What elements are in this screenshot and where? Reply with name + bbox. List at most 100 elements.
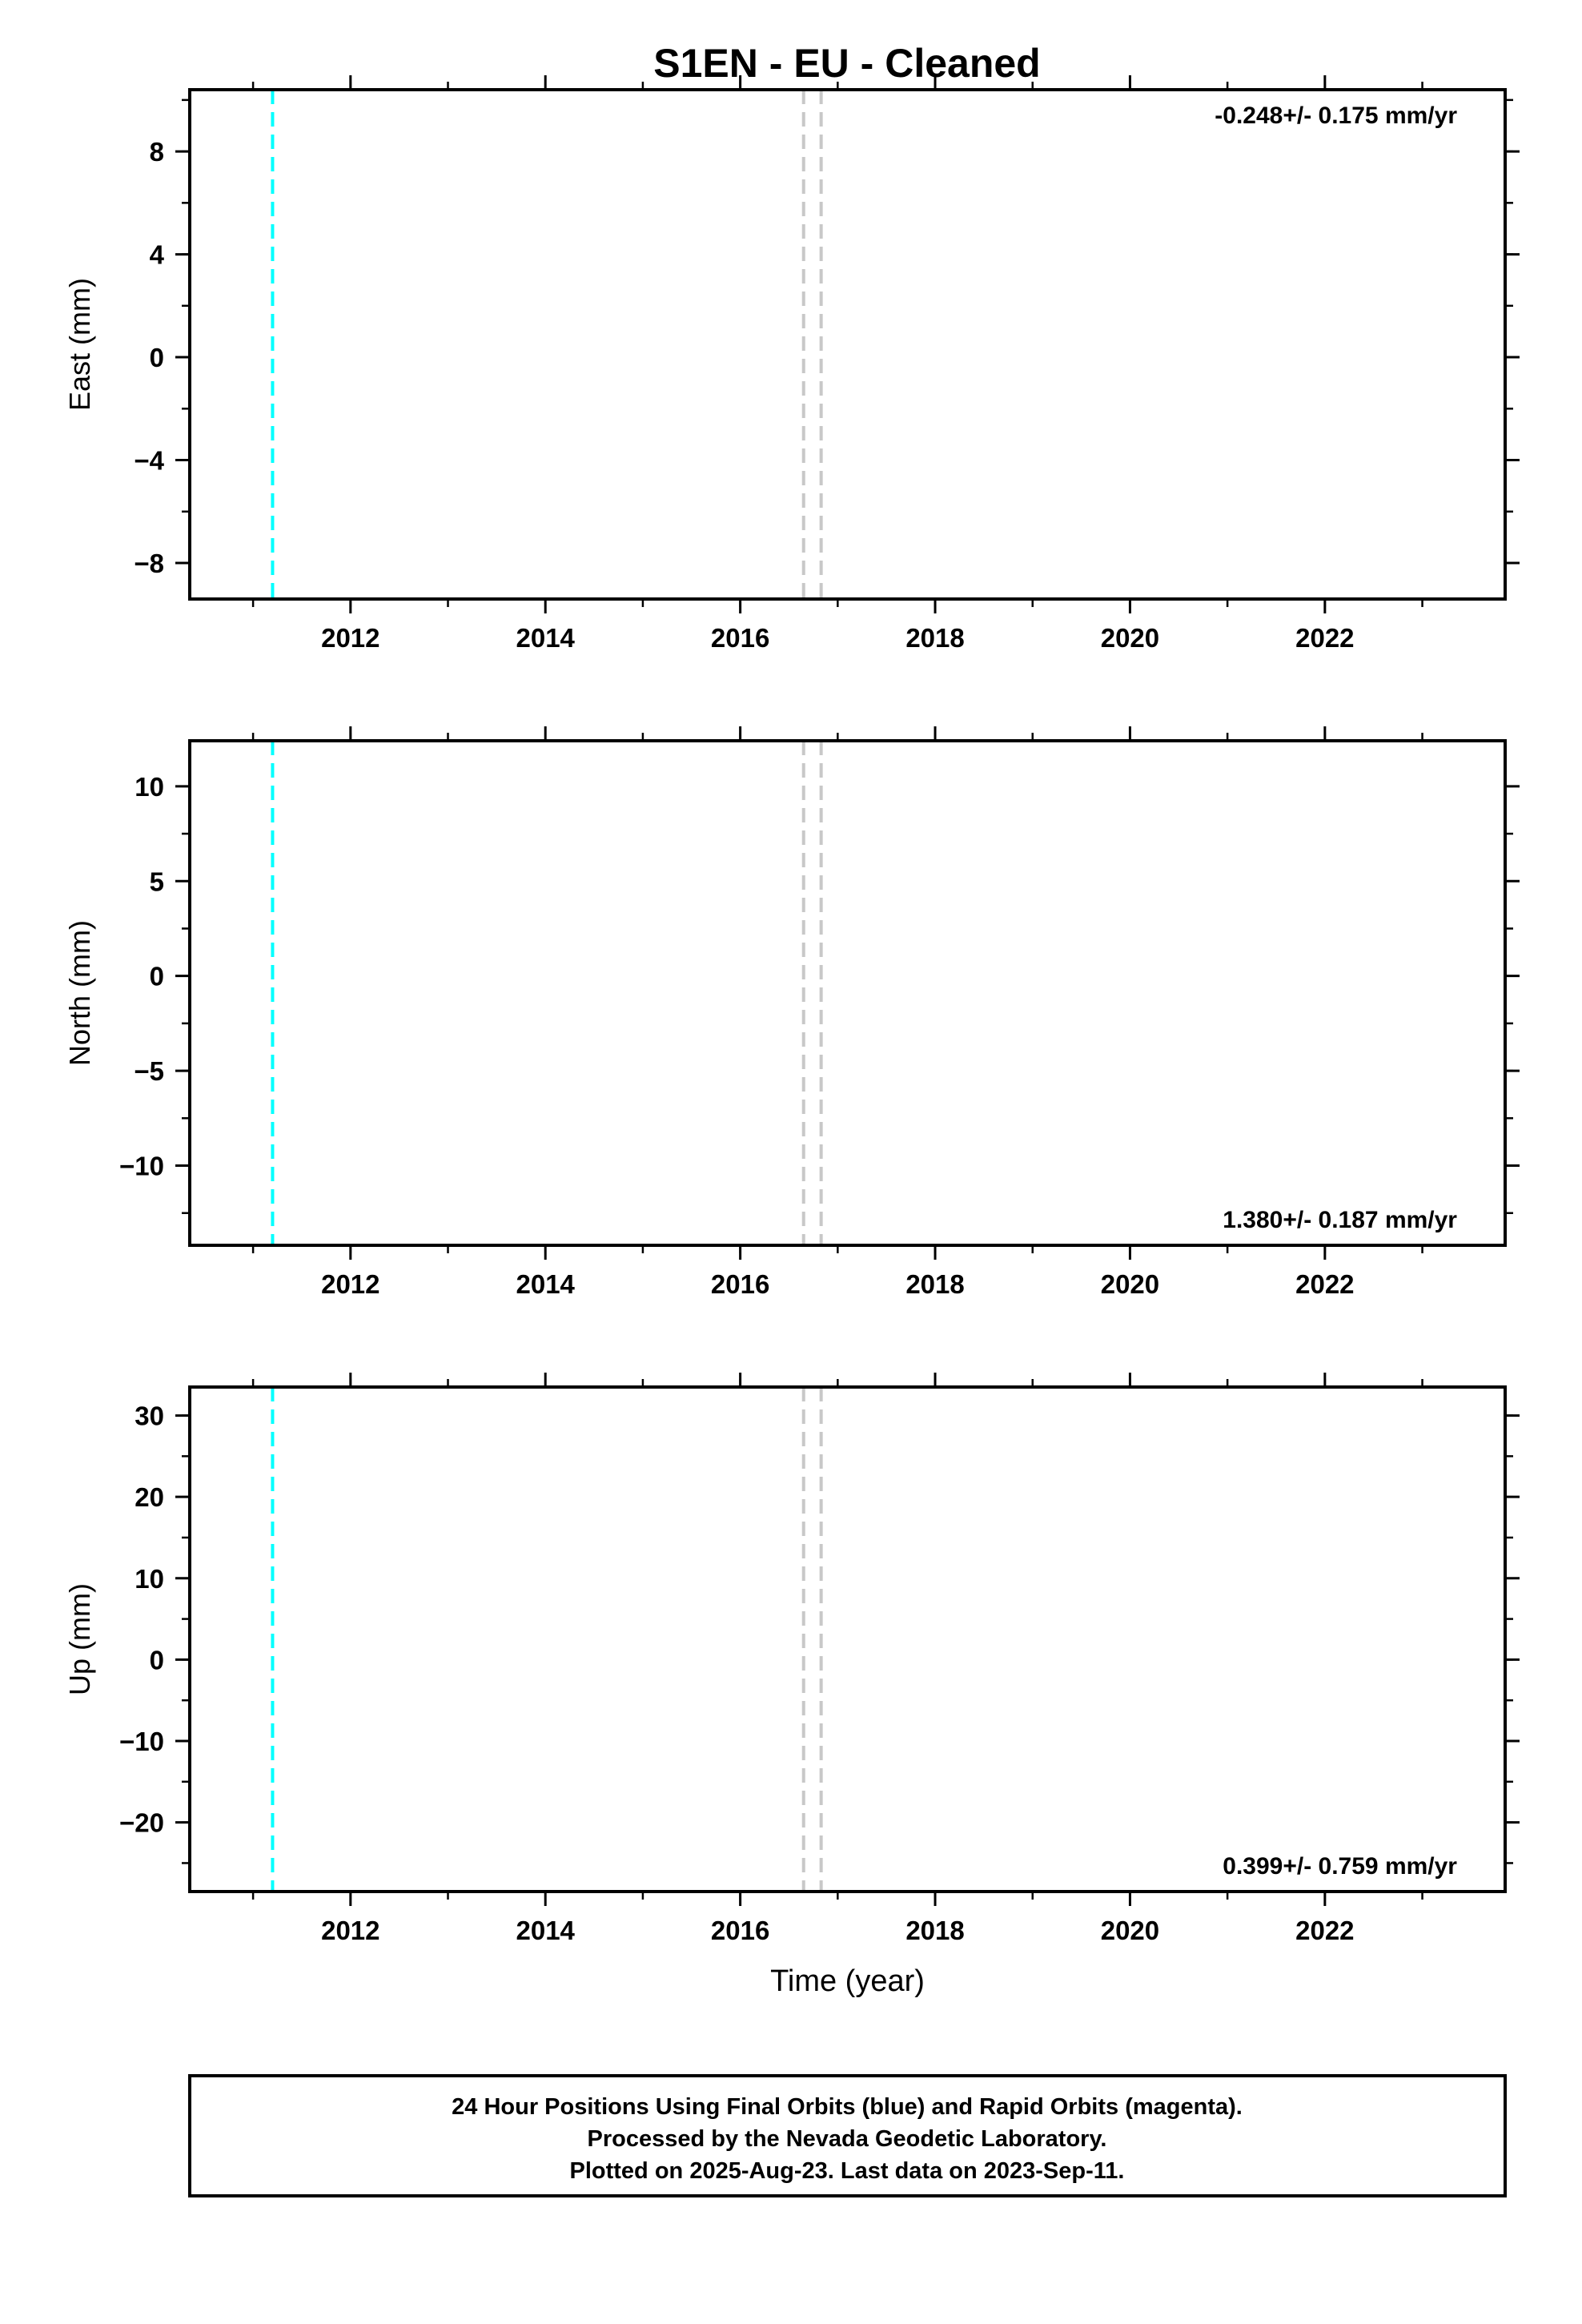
data-point — [0, 0, 5, 5]
data-point — [0, 0, 5, 5]
data-point — [0, 0, 5, 5]
data-point — [0, 0, 5, 5]
data-point — [0, 0, 5, 5]
data-point — [0, 0, 5, 5]
data-point — [0, 0, 5, 5]
data-point — [0, 0, 5, 5]
data-point — [0, 0, 5, 5]
data-point — [0, 0, 5, 5]
data-point — [0, 0, 5, 5]
data-point — [0, 0, 5, 5]
data-point — [0, 0, 5, 5]
data-point — [0, 0, 5, 5]
data-point — [0, 0, 5, 5]
data-point — [0, 0, 5, 5]
data-point — [0, 0, 5, 5]
data-point — [0, 0, 5, 5]
data-point — [0, 0, 5, 5]
data-point — [0, 0, 5, 5]
data-point — [0, 0, 5, 5]
data-point — [0, 0, 5, 5]
data-point — [0, 0, 5, 5]
data-point — [0, 0, 5, 5]
data-point — [0, 0, 5, 5]
data-point — [0, 0, 5, 5]
data-point — [0, 0, 5, 5]
data-point — [0, 0, 5, 5]
data-point — [0, 0, 5, 5]
data-point — [0, 0, 5, 5]
y-axis-label: East (mm) — [63, 278, 96, 411]
data-point — [0, 0, 5, 5]
data-point — [0, 0, 5, 5]
data-point — [0, 0, 5, 5]
data-point — [0, 0, 5, 5]
data-point — [0, 0, 5, 5]
data-point — [0, 0, 5, 5]
data-point — [0, 0, 5, 5]
data-point — [0, 0, 5, 5]
data-point — [0, 0, 5, 5]
data-point — [0, 0, 5, 5]
data-point — [0, 0, 5, 5]
data-point — [0, 0, 5, 5]
data-point — [0, 0, 5, 5]
data-point — [0, 0, 5, 5]
data-point — [0, 0, 5, 5]
data-point — [0, 0, 5, 5]
data-point — [0, 0, 5, 5]
data-point — [0, 0, 5, 5]
data-point — [0, 0, 5, 5]
data-point — [0, 0, 5, 5]
data-point — [0, 0, 5, 5]
data-point — [0, 0, 5, 5]
data-point — [0, 0, 5, 5]
data-point — [0, 0, 5, 5]
data-point — [0, 0, 5, 5]
data-point — [0, 0, 5, 5]
data-point — [0, 0, 5, 5]
data-point — [0, 0, 5, 5]
data-point — [0, 0, 5, 5]
data-point — [0, 0, 5, 5]
data-point — [0, 0, 5, 5]
data-point — [0, 0, 5, 5]
data-point — [0, 0, 5, 5]
data-point — [0, 0, 5, 5]
data-point — [0, 0, 5, 5]
data-point — [0, 0, 5, 5]
data-point — [0, 0, 5, 5]
data-point — [0, 0, 5, 5]
data-point — [0, 0, 5, 5]
data-point — [0, 0, 5, 5]
data-point — [0, 0, 5, 5]
data-point — [0, 0, 5, 5]
data-point — [0, 0, 5, 5]
data-point — [0, 0, 5, 5]
data-point — [0, 0, 5, 5]
data-point — [0, 0, 5, 5]
data-point — [0, 0, 5, 5]
data-point — [0, 0, 5, 5]
data-point — [0, 0, 5, 5]
data-point — [0, 0, 5, 5]
data-point — [0, 0, 5, 5]
data-point — [0, 0, 5, 5]
data-point — [0, 0, 5, 5]
data-point — [0, 0, 5, 5]
data-point — [0, 0, 5, 5]
data-point — [0, 0, 5, 5]
data-point — [0, 0, 5, 5]
data-point — [0, 0, 5, 5]
data-point — [0, 0, 5, 5]
data-point — [0, 0, 5, 5]
data-point — [0, 0, 5, 5]
data-point — [0, 0, 5, 5]
data-point — [0, 0, 5, 5]
data-point — [0, 0, 5, 5]
data-point — [0, 0, 5, 5]
data-point — [0, 0, 5, 5]
data-point — [0, 0, 5, 5]
data-point — [0, 0, 5, 5]
data-point — [0, 0, 5, 5]
